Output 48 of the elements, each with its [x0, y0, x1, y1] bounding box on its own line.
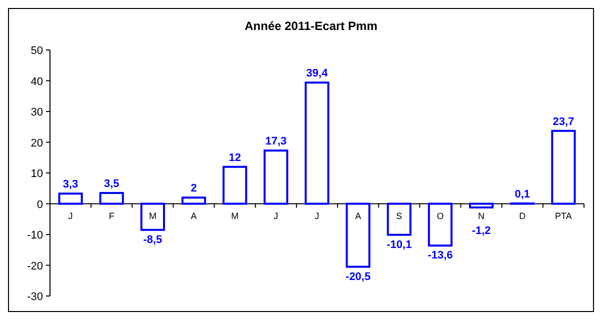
x-tick-label: O	[436, 210, 444, 221]
bar	[346, 202, 370, 268]
bar	[99, 192, 124, 205]
bar	[181, 196, 206, 205]
data-label: -13,6	[428, 250, 453, 262]
chart-title: Année 2011-Ecart Pmm	[244, 19, 378, 33]
x-tick-label: J	[314, 210, 320, 221]
data-label: 2	[190, 182, 197, 195]
y-tick-label: -20	[27, 260, 43, 272]
data-label: -1,2	[472, 224, 491, 237]
bar	[386, 202, 412, 236]
bar	[222, 166, 248, 205]
x-tick-label: J	[68, 210, 73, 221]
bar	[264, 150, 288, 205]
data-label: 3,3	[62, 178, 78, 191]
y-tick-label: 50	[30, 45, 43, 57]
data-label: 0,1	[514, 188, 530, 200]
data-label: -10,1	[386, 238, 412, 251]
data-label: 17,3	[265, 136, 287, 148]
x-tick-label: F	[108, 210, 115, 221]
bar	[551, 130, 576, 205]
data-label: 39,4	[306, 68, 329, 80]
x-tick-label: A	[355, 210, 362, 221]
x-tick-label: N	[478, 210, 485, 221]
bar	[304, 82, 330, 205]
x-tick-label: D	[519, 210, 526, 221]
bar	[428, 202, 453, 247]
y-tick-label: 20	[30, 137, 43, 150]
y-tick-label: 10	[30, 168, 43, 180]
x-tick-label: A	[190, 210, 197, 221]
bar	[58, 192, 83, 205]
data-label: -20,5	[346, 270, 371, 283]
x-tick-label: J	[274, 210, 278, 221]
x-tick-label: S	[396, 210, 402, 221]
y-tick-label: 0	[36, 198, 43, 211]
y-tick-label: 30	[30, 106, 43, 118]
y-tick-label: -30	[27, 291, 43, 303]
bar	[140, 202, 165, 231]
x-tick-label: M	[231, 210, 239, 221]
data-label: 12	[228, 152, 241, 164]
bar	[469, 202, 494, 208]
data-label: 3,5	[104, 178, 120, 190]
x-tick-label: PTA	[555, 210, 572, 221]
data-label: -8,5	[143, 234, 162, 246]
y-tick-label: -10	[27, 230, 43, 242]
x-tick-label: M	[148, 210, 156, 221]
y-tick-label: 40	[30, 76, 43, 88]
data-label: 23,7	[552, 116, 574, 128]
